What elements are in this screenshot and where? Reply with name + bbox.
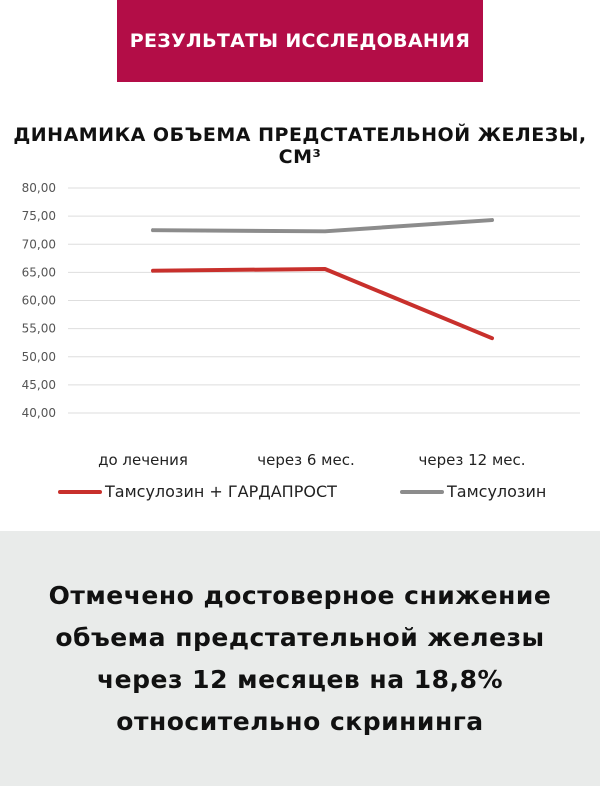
- banner-text: РЕЗУЛЬТАТЫ ИССЛЕДОВАНИЯ: [129, 30, 471, 52]
- conclusion-panel: Отмечено достоверное снижение объема пре…: [0, 531, 600, 786]
- conclusion-line: объема предстательной железы: [55, 622, 545, 652]
- y-tick-label: 60,00: [22, 294, 56, 308]
- y-tick-label: 70,00: [22, 237, 56, 251]
- y-tick-label: 45,00: [22, 378, 56, 392]
- x-tick-label: через 12 мес.: [419, 451, 526, 469]
- legend-item-combo: Тамсулозин + ГАРДАПРОСТ: [58, 482, 337, 501]
- section-banner: РЕЗУЛЬТАТЫ ИССЛЕДОВАНИЯ: [117, 0, 483, 82]
- conclusion-line: Отмечено достоверное снижение: [48, 580, 552, 610]
- legend-swatch-gray: [400, 489, 444, 494]
- legend-swatch-red: [58, 489, 102, 494]
- y-tick-label: 50,00: [22, 350, 56, 364]
- y-tick-label: 65,00: [22, 265, 56, 279]
- series-line-1: [151, 218, 494, 234]
- conclusion-line: через 12 месяцев на 18,8%: [96, 664, 504, 694]
- x-tick-label: через 6 мес.: [257, 451, 354, 469]
- legend-label: Тамсулозин + ГАРДАПРОСТ: [105, 482, 337, 501]
- y-tick-label: 55,00: [22, 322, 56, 336]
- legend-item-tamsulosin: Тамсулозин: [400, 482, 546, 501]
- chart-title: ДИНАМИКА ОБЪЕМА ПРЕДСТАТЕЛЬНОЙ ЖЕЛЕЗЫ, С…: [13, 124, 587, 168]
- series-line-0: [151, 267, 494, 341]
- y-tick-label: 40,00: [22, 406, 56, 420]
- conclusion-line: относительно скрининга: [116, 706, 484, 736]
- y-tick-label: 80,00: [22, 181, 56, 195]
- legend-label: Тамсулозин: [447, 482, 547, 501]
- line-chart: 40,00 45,00 50,00 55,00 60,00 65,00 70,00 75,00…: [22, 181, 580, 469]
- y-tick-label: 75,00: [22, 209, 56, 223]
- x-tick-label: до лечения: [98, 451, 188, 469]
- chart-legend: Тамсулозин + ГАРДАПРОСТ Тамсулозин: [0, 482, 600, 504]
